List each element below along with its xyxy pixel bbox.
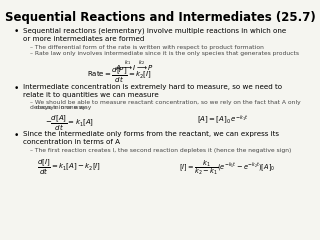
Text: •: • — [13, 131, 19, 140]
Text: •: • — [13, 84, 19, 93]
Text: Sequential Reactions and Intermediates (25.7): Sequential Reactions and Intermediates (… — [4, 11, 316, 24]
Text: $[I] = \dfrac{k_1}{k_2-k_1}(e^{-k_1 t}-e^{-k_2 t})[A]_0$: $[I] = \dfrac{k_1}{k_2-k_1}(e^{-k_1 t}-e… — [179, 158, 276, 177]
Text: $\mathrm{Rate} = \dfrac{d[P]}{dt} = k_2[I]$: $\mathrm{Rate} = \dfrac{d[P]}{dt} = k_2[… — [87, 66, 152, 85]
Text: $-\dfrac{d[A]}{dt} = k_1[A]$: $-\dfrac{d[A]}{dt} = k_1[A]$ — [44, 114, 93, 132]
Text: Intermediate concentration is extremely hard to measure, so we need to
relate it: Intermediate concentration is extremely … — [23, 84, 282, 97]
Text: Since the intermediate only forms from the reactant, we can express its
concentr: Since the intermediate only forms from t… — [23, 131, 279, 145]
Text: – Rate law only involves intermediate since it is the only species that generate: – Rate law only involves intermediate si… — [30, 51, 299, 56]
Text: $A \overset{k_1}{\longrightarrow} I \overset{k_2}{\longrightarrow} P$: $A \overset{k_1}{\longrightarrow} I \ove… — [116, 59, 154, 73]
Text: – We should be able to measure reactant concentration, so we rely on the fact th: – We should be able to measure reactant … — [30, 100, 300, 110]
Text: $[A]=[A]_0\,e^{-k_1 t}$: $[A]=[A]_0\,e^{-k_1 t}$ — [197, 114, 249, 126]
Text: decays in one way: decays in one way — [30, 105, 91, 110]
Text: •: • — [13, 27, 19, 36]
Text: Sequential reactions (elementary) involve multiple reactions in which one
or mor: Sequential reactions (elementary) involv… — [23, 27, 286, 42]
Text: $\dfrac{d[I]}{dt} = k_1[A] - k_2[I]$: $\dfrac{d[I]}{dt} = k_1[A] - k_2[I]$ — [37, 158, 101, 177]
Text: – The differential form of the rate is written with respect to product formation: – The differential form of the rate is w… — [30, 45, 264, 50]
Text: – The first reaction creates I, the second reaction depletes it (hence the negat: – The first reaction creates I, the seco… — [30, 148, 291, 152]
